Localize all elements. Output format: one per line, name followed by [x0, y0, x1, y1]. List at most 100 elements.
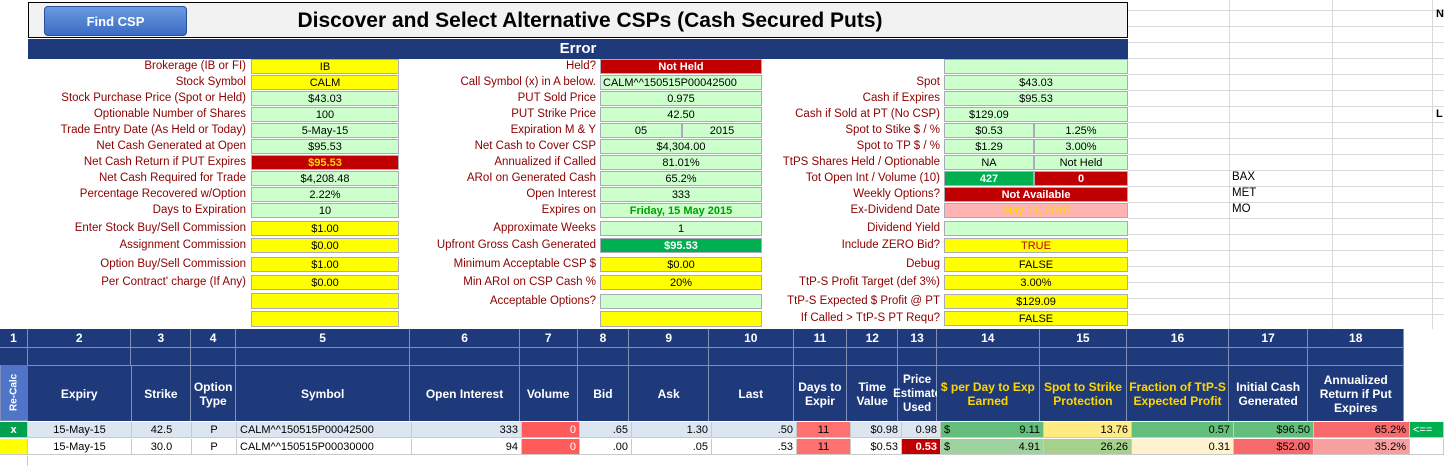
row-header-filler: [0, 456, 28, 466]
header-spacer-cell: [708, 347, 794, 365]
cell-vol: 0: [522, 422, 580, 438]
param-value[interactable]: Not Available: [944, 187, 1128, 202]
param-value[interactable]: 81.01%: [600, 155, 762, 170]
find-csp-button[interactable]: Find CSP: [44, 6, 187, 36]
header-spacer-cell: [577, 347, 630, 365]
param-value[interactable]: [944, 59, 1128, 74]
param-value[interactable]: 333: [600, 187, 762, 202]
param-label: Enter Stock Buy/Sell Commission: [74, 222, 246, 234]
cell-symbol: CALM^^150515P00030000: [237, 439, 412, 455]
param-value[interactable]: 0.975: [600, 91, 762, 106]
param-value[interactable]: FALSE: [944, 311, 1128, 326]
cell-expiry: 15-May-15: [28, 439, 132, 455]
param-value[interactable]: CALM: [251, 75, 399, 90]
param-value[interactable]: $95.53: [600, 238, 762, 253]
status-bar: Error: [28, 39, 1128, 59]
param-value[interactable]: 2.22%: [251, 187, 399, 202]
param-value[interactable]: $95.53: [944, 91, 1128, 106]
param-value[interactable]: $0.00: [251, 275, 399, 290]
header-spacer-cell: [629, 347, 709, 365]
column-header: Days to Expir: [793, 365, 848, 421]
param-value[interactable]: 42.50: [600, 107, 762, 122]
param-value[interactable]: $43.03: [944, 75, 1128, 90]
grid-line: [1128, 106, 1444, 107]
param-value[interactable]: NA: [944, 155, 1034, 170]
grid-line: [1128, 154, 1444, 155]
param-value[interactable]: 65.2%: [600, 171, 762, 186]
param-value[interactable]: $1.29: [944, 139, 1034, 154]
param-value[interactable]: FALSE: [944, 257, 1128, 272]
header-spacer-cell: [847, 347, 899, 365]
param-value[interactable]: 3.00%: [1034, 139, 1128, 154]
param-value[interactable]: $43.03: [251, 91, 399, 106]
param-value[interactable]: [944, 221, 1128, 236]
param-value[interactable]: $95.53: [251, 155, 399, 170]
param-value[interactable]: $4,208.48: [251, 171, 399, 186]
cell-icg: $96.50: [1234, 422, 1314, 438]
param-value[interactable]: 2015: [682, 123, 762, 138]
param-value[interactable]: 10: [251, 203, 399, 218]
param-label: TtP-S Expected $ Profit @ PT: [787, 295, 940, 307]
empty-input[interactable]: [251, 311, 399, 327]
column-header: Symbol: [236, 365, 411, 421]
param-label: Expiration M & Y: [510, 124, 596, 136]
param-label: Call Symbol (x) in A below.: [460, 76, 596, 88]
param-label: TtPS Shares Held / Optionable: [782, 156, 940, 168]
empty-input[interactable]: [600, 311, 762, 327]
param-value[interactable]: $129.09: [944, 294, 1128, 309]
side-list-item[interactable]: MO: [1232, 203, 1251, 215]
recalc-button[interactable]: Re-Calc: [0, 365, 28, 421]
param-value[interactable]: May 14, 2015: [944, 203, 1128, 218]
cell-sel[interactable]: [0, 439, 28, 455]
param-value[interactable]: 1: [600, 221, 762, 236]
param-value[interactable]: Not Held: [1034, 155, 1128, 170]
param-value[interactable]: $4,304.00: [600, 139, 762, 154]
param-label: Brokerage (IB or FI): [144, 60, 246, 72]
param-value[interactable]: [600, 294, 762, 309]
param-value[interactable]: 20%: [600, 275, 762, 290]
side-list-item[interactable]: BAX: [1232, 171, 1256, 183]
param-value[interactable]: 3.00%: [944, 275, 1128, 290]
cell-last: .50: [712, 422, 797, 438]
column-number: 5: [236, 329, 411, 347]
cell-ppd: $9.11: [941, 422, 1044, 438]
cell-sel[interactable]: x: [0, 422, 28, 438]
param-value[interactable]: 0: [1034, 171, 1128, 186]
empty-input[interactable]: [251, 293, 399, 309]
param-value[interactable]: $0.00: [600, 257, 762, 272]
column-number: 4: [191, 329, 237, 347]
column-number: 10: [708, 329, 794, 347]
param-label: Approximate Weeks: [493, 222, 596, 234]
table-row[interactable]: 15-May-15 30.0 P CALM^^150515P00030000 94 0.0…: [0, 439, 1444, 456]
param-value[interactable]: 05: [600, 123, 682, 138]
param-value[interactable]: $1.00: [251, 221, 399, 236]
param-value[interactable]: Not Held: [600, 59, 762, 74]
param-value[interactable]: 5-May-15: [251, 123, 399, 138]
param-value[interactable]: TRUE: [944, 238, 1128, 253]
column-number: 6: [410, 329, 520, 347]
param-value[interactable]: $129.09: [944, 107, 1128, 122]
param-value[interactable]: $1.00: [251, 257, 399, 272]
cell-symbol: CALM^^150515P00042500: [237, 422, 412, 438]
param-value[interactable]: IB: [251, 59, 399, 74]
param-label: Upfront Gross Cash Generated: [436, 239, 596, 251]
column-header: Price Estimate Used: [893, 365, 941, 421]
edge-letter-l: L: [1436, 108, 1443, 120]
param-value[interactable]: 100: [251, 107, 399, 122]
cell-bid: .00: [580, 439, 632, 455]
grid-line: [1128, 122, 1444, 123]
param-value[interactable]: Friday, 15 May 2015: [600, 203, 762, 218]
column-header: Annualized Return if Put Expires: [1308, 365, 1405, 421]
param-label: Net Cash to Cover CSP: [474, 140, 596, 152]
column-number: 7: [519, 329, 578, 347]
table-row[interactable]: x 15-May-15 42.5 P CALM^^150515P00042500 333 0…: [0, 422, 1444, 439]
param-value[interactable]: CALM^^150515P00042500: [600, 75, 762, 90]
side-symbol-list: BAX MET MO: [1232, 171, 1256, 219]
param-value[interactable]: $95.53: [251, 139, 399, 154]
param-value[interactable]: 427: [944, 171, 1034, 186]
param-value[interactable]: 1.25%: [1034, 123, 1128, 138]
param-value[interactable]: $0.53: [944, 123, 1034, 138]
param-value[interactable]: $0.00: [251, 238, 399, 253]
side-list-item[interactable]: MET: [1232, 187, 1257, 199]
header-spacer-cell: [1127, 347, 1229, 365]
